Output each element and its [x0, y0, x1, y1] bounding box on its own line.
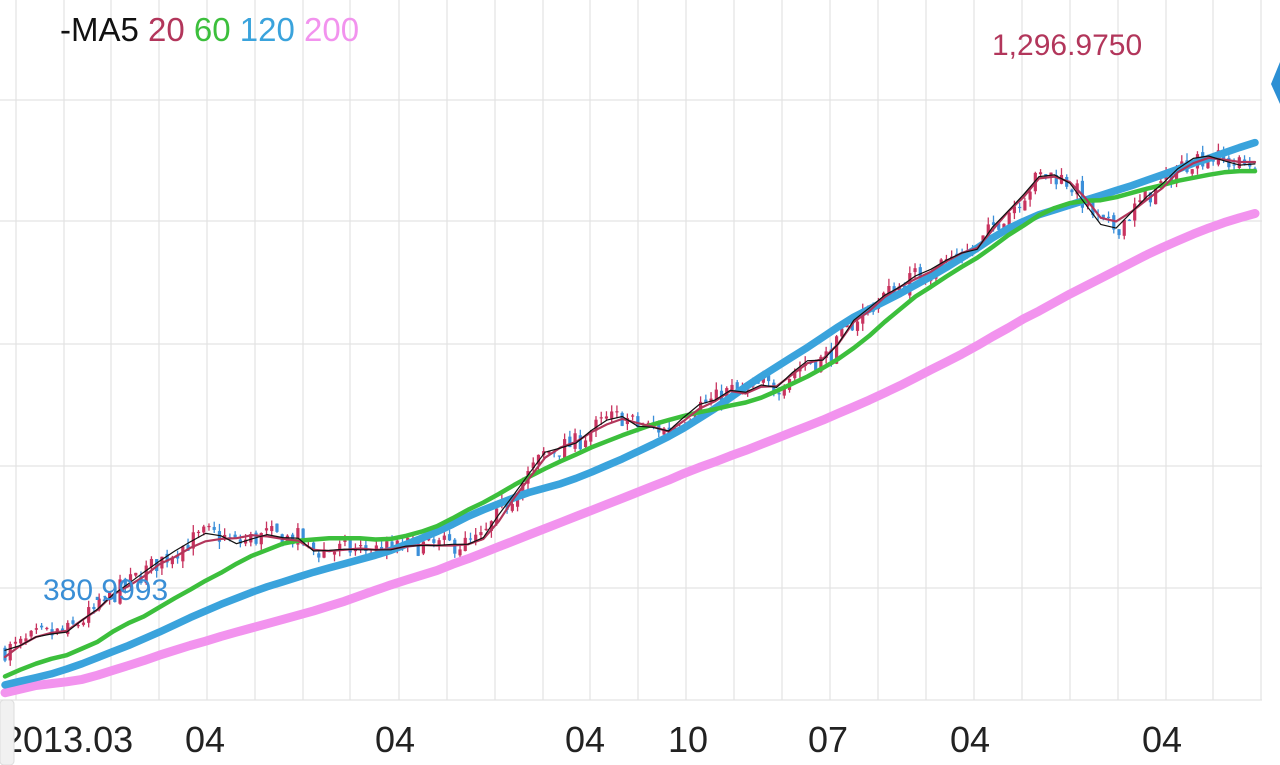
candle-33 [175, 550, 180, 564]
candle-214 [1122, 218, 1126, 240]
legend-item-60: 60 [185, 11, 231, 48]
candle-38 [202, 524, 206, 536]
candle-115 [604, 411, 609, 421]
x-tick-2: 04 [375, 719, 415, 760]
candle-195 [1023, 197, 1027, 211]
candle-117 [615, 405, 619, 418]
x-axis-tick-labels: 2013.03 04 04 04 10 07 04 04 [3, 719, 1182, 760]
candle-8 [45, 626, 49, 631]
x-tick-6: 04 [950, 719, 990, 760]
candle-234 [1227, 155, 1231, 171]
candle-24 [128, 567, 133, 592]
candle-63 [332, 550, 337, 562]
candle-101 [531, 457, 535, 473]
legend-item-120: 120 [231, 11, 295, 48]
candle-109 [573, 428, 577, 452]
candle-80 [421, 540, 426, 556]
ma-line-20 [3, 156, 1257, 659]
candle-6 [34, 623, 38, 634]
x-tick-5: 07 [808, 719, 848, 760]
candle-25 [134, 572, 138, 578]
candle-52 [275, 523, 279, 533]
candle-227 [1190, 168, 1194, 178]
candle-83 [437, 537, 441, 551]
candle-13 [71, 616, 75, 626]
candle-120 [631, 413, 635, 421]
candle-192 [1007, 209, 1011, 225]
candle-7 [40, 622, 44, 630]
candle-116 [610, 405, 614, 424]
x-tick-7: 04 [1142, 719, 1182, 760]
candle-194 [1018, 202, 1022, 213]
candle-201 [1054, 169, 1058, 190]
candle-164 [861, 303, 865, 331]
candle-86 [453, 538, 457, 558]
candle-2 [13, 636, 18, 649]
ma-line-60 [2, 168, 1258, 679]
candle-51 [270, 520, 274, 536]
candle-9 [50, 622, 54, 640]
ma-line-ma5 [4, 155, 1256, 651]
candle-12 [66, 620, 70, 637]
ma-line-120 [1, 138, 1259, 689]
candle-41 [217, 523, 222, 550]
candle-50 [264, 521, 269, 536]
legend-item-ma5: MA5 [71, 11, 139, 48]
max-price-label: 1,296.9750 [992, 29, 1142, 62]
candle-89 [468, 532, 473, 545]
candle-215 [1127, 219, 1132, 222]
candle-88 [463, 531, 467, 552]
candle-31 [165, 549, 169, 568]
price-annotations: 1,296.9750 380.9993 [43, 29, 1142, 607]
candle-64 [338, 540, 342, 557]
x-tick-0: 2013.03 [3, 719, 133, 760]
candle-39 [207, 523, 211, 531]
candle-92 [484, 522, 488, 531]
candle-204 [1070, 188, 1074, 196]
candle-40 [212, 521, 216, 533]
candle-212 [1112, 212, 1116, 234]
current-price-pointer-icon [1271, 62, 1280, 104]
candle-198 [1038, 169, 1043, 177]
candle-196 [1028, 190, 1032, 207]
chart-edge-markers [0, 62, 1280, 765]
candle-216 [1133, 197, 1137, 227]
candle-213 [1117, 229, 1121, 239]
x-tick-4: 10 [668, 719, 708, 760]
ma-line-200 [0, 209, 1260, 698]
legend: -MA5 20 60 120 200 [60, 11, 359, 48]
candle-114 [599, 411, 603, 425]
left-scroll-edge[interactable] [0, 699, 15, 765]
candle-34 [181, 545, 185, 569]
candle-60 [317, 551, 321, 563]
candle-59 [311, 541, 316, 556]
grid-lines [0, 0, 1262, 701]
x-tick-3: 04 [565, 719, 605, 760]
candle-0 [3, 645, 7, 663]
candle-85 [447, 529, 452, 542]
legend-prefix: - [60, 11, 71, 48]
legend-item-200: 200 [295, 11, 359, 48]
candle-202 [1059, 168, 1064, 185]
candle-68 [359, 538, 363, 554]
candle-119 [625, 413, 629, 431]
x-tick-1: 04 [185, 719, 225, 760]
candle-136 [714, 382, 718, 401]
candle-56 [296, 523, 300, 551]
moving-average-lines [0, 138, 1260, 698]
legend-text: -MA5 20 60 120 200 [60, 11, 359, 48]
legend-item-20: 20 [139, 11, 185, 48]
candle-113 [594, 416, 598, 438]
candle-140 [735, 379, 739, 390]
candle-84 [442, 531, 446, 546]
min-price-label: 380.9993 [43, 574, 168, 607]
candle-211 [1106, 211, 1111, 223]
